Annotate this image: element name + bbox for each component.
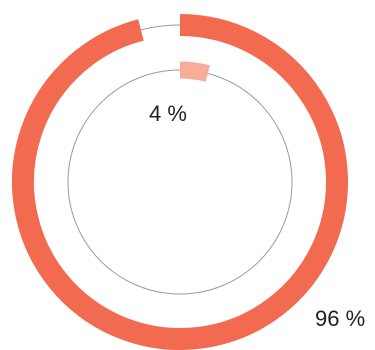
outer-ring-label: 96 % xyxy=(315,306,365,331)
inner-ring-label: 4 % xyxy=(149,101,187,126)
labels-layer: 96 % 4 % xyxy=(149,101,365,331)
inner-ring-value-arc xyxy=(179,61,210,82)
outer-ring-value-arc xyxy=(12,14,348,350)
rings-layer xyxy=(12,14,348,350)
